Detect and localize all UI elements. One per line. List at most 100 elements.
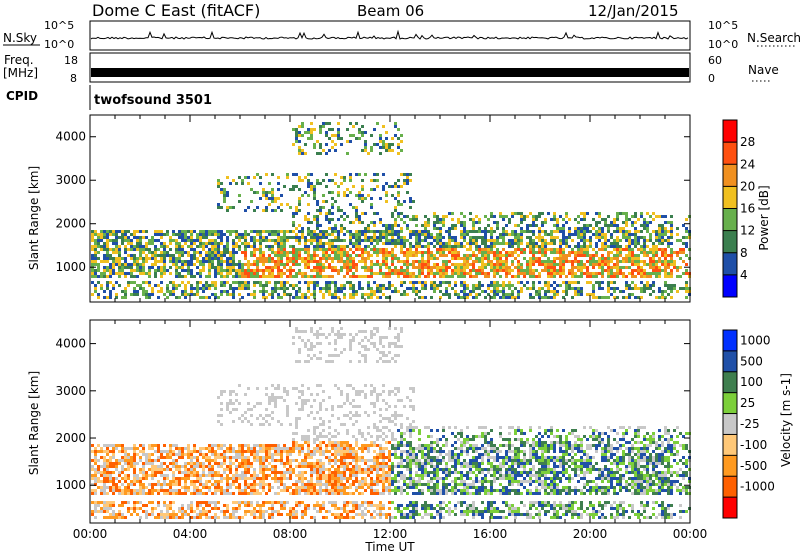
velocity-cell [241,459,244,462]
power-cell [298,236,301,239]
velocity-cell [244,444,247,447]
power-cell [376,296,379,299]
power-cell [517,281,520,284]
power-cell [154,254,157,257]
power-cell [514,230,517,233]
power-cell [268,245,271,248]
power-cell [634,233,637,236]
power-cell [562,251,565,254]
velocity-cell [283,489,286,492]
power-cell [427,260,430,263]
power-cell [427,218,430,221]
power-cell [286,230,289,233]
velocity-cell [283,477,286,480]
power-cell [232,263,235,266]
velocity-cell [304,399,307,402]
power-cell [103,242,106,245]
power-cell [148,272,151,275]
power-cell [637,260,640,263]
velocity-cell [208,465,211,468]
power-cell [256,266,259,269]
power-cell [217,248,220,251]
power-cell [244,176,247,179]
power-cell [172,293,175,296]
velocity-cell [184,483,187,486]
power-cell [244,254,247,257]
power-cell [271,230,274,233]
power-cell [331,293,334,296]
power-cell [628,233,631,236]
power-cell [277,251,280,254]
power-cell [274,263,277,266]
velocity-cell [136,474,139,477]
velocity-cell [196,513,199,516]
power-cell [364,251,367,254]
velocity-cell [103,459,106,462]
power-cell [292,269,295,272]
power-cell [652,290,655,293]
power-cell [658,272,661,275]
power-cell [154,269,157,272]
power-cell [160,254,163,257]
power-cell [91,236,94,239]
power-cell [598,230,601,233]
velocity-cell [109,486,112,489]
velocity-cell [166,489,169,492]
power-cell [469,290,472,293]
velocity-cell [172,462,175,465]
power-cell [499,260,502,263]
power-cell [478,287,481,290]
velocity-cell [136,489,139,492]
power-cell [268,191,271,194]
power-cell [532,275,535,278]
power-cell [664,290,667,293]
power-cell [208,239,211,242]
power-cell [376,251,379,254]
velocity-cell [175,489,178,492]
power-cell [568,227,571,230]
power-cell [304,191,307,194]
power-cell [232,254,235,257]
power-cell [298,188,301,191]
velocity-cell [151,471,154,474]
power-cell [544,254,547,257]
velocity-cell [148,483,151,486]
power-cell [562,290,565,293]
power-cell [337,134,340,137]
power-cell [151,242,154,245]
power-cell [298,242,301,245]
power-cell [586,281,589,284]
power-cell [616,227,619,230]
velocity-cell [229,447,232,450]
velocity-cell [142,474,145,477]
power-cell [313,218,316,221]
power-cell [295,185,298,188]
power-cell [475,269,478,272]
velocity-cell [271,411,274,414]
power-cell [244,239,247,242]
power-cell [118,230,121,233]
power-cell [208,269,211,272]
velocity-cell [142,465,145,468]
velocity-cell [310,450,313,453]
velocity-cell [103,501,106,504]
power-cell [406,254,409,257]
power-cell [568,230,571,233]
velocity-cell [295,492,298,495]
power-cell [340,182,343,185]
power-cell [385,248,388,251]
power-cell [625,215,628,218]
power-cell [91,254,94,257]
power-cell [544,269,547,272]
power-cell [661,236,664,239]
power-cell [295,251,298,254]
power-cell [505,296,508,299]
power-colorbar-label: Power [dB] [757,185,771,250]
velocity-cell [298,474,301,477]
velocity-cell [310,471,313,474]
power-cell [505,275,508,278]
power-cell [304,131,307,134]
velocity-cell [235,510,238,513]
power-cell [322,242,325,245]
power-cell [280,242,283,245]
